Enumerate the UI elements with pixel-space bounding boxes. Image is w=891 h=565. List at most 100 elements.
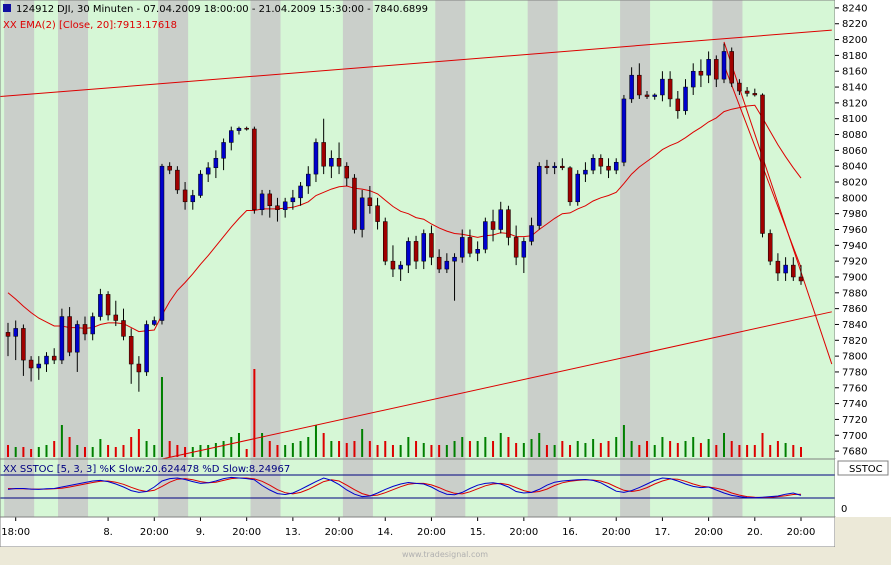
steep-downtrend-line [723, 41, 833, 365]
candle-body [67, 316, 72, 353]
candle-body [490, 221, 496, 230]
watermark: www.tradesignal.com [402, 550, 488, 559]
candle [221, 138, 226, 171]
candle-body [475, 249, 480, 254]
price-tick-label: 7820 [842, 336, 867, 347]
volume-bar [607, 441, 610, 457]
candle-body [390, 260, 396, 270]
sstoc-lines [7, 476, 802, 499]
candle [529, 217, 534, 246]
candle-body [606, 165, 611, 171]
volume-bar [769, 445, 772, 457]
candle [521, 237, 527, 274]
candle [490, 209, 496, 242]
candle-body [105, 294, 111, 316]
candle-body [190, 195, 196, 203]
volume-bar [445, 445, 448, 457]
volume-bar [746, 445, 749, 457]
ema-line-path [7, 104, 802, 333]
volume-bar [376, 445, 379, 457]
time-tick-label: 18:00 [1, 527, 30, 538]
candle [452, 253, 457, 301]
volume-bar [638, 445, 641, 457]
candle [336, 142, 342, 175]
candle [737, 79, 742, 95]
candle-body [290, 197, 296, 203]
candlesticks [5, 43, 804, 392]
price-tick-label: 8100 [842, 114, 867, 125]
volume-bar [538, 433, 541, 457]
volume-bar [499, 433, 502, 457]
candle [190, 189, 196, 210]
price-tick-label: 7740 [842, 399, 867, 410]
candle [575, 170, 580, 206]
symbol-id: 124912 [16, 4, 54, 15]
time-tick-label: 20:00 [694, 527, 723, 538]
volume-bar [492, 441, 495, 457]
upper-channel-line [0, 29, 832, 98]
volume-bar [60, 425, 63, 457]
candle-body [444, 260, 450, 270]
candle-body [498, 209, 503, 230]
candle-body [259, 193, 265, 210]
price-tick-label: 7880 [842, 288, 867, 299]
volume-bar [553, 445, 556, 457]
candle [475, 241, 480, 262]
candle [583, 162, 588, 183]
volume-bar [515, 443, 518, 457]
volume-bar [68, 437, 71, 457]
time-tick-label: 16. [562, 527, 578, 538]
candle-body [721, 51, 727, 80]
volume-bar [345, 443, 348, 457]
price-tick-label: 7720 [842, 415, 867, 426]
candle-body [344, 165, 350, 179]
sstoc-session-band [342, 459, 373, 517]
candle-body [767, 233, 773, 262]
price-tick-label: 8240 [842, 3, 867, 14]
volume-bar [784, 443, 787, 457]
candle [344, 162, 350, 186]
candle [13, 320, 18, 361]
sstoc-session-band [158, 459, 189, 517]
candle [760, 93, 765, 238]
candle [690, 63, 696, 95]
volume-bar [630, 441, 633, 457]
price-tick-label: 8020 [842, 178, 867, 189]
candle [282, 197, 288, 218]
time-tick-label: 9. [196, 527, 206, 538]
volume-bar [730, 441, 733, 457]
candle [706, 51, 711, 84]
candle-body [159, 165, 165, 321]
candle-body [521, 241, 527, 258]
price-tick-label: 8140 [842, 83, 867, 94]
price-tick-label: 8040 [842, 162, 867, 173]
price-axis[interactable] [835, 0, 891, 459]
volume-bar [622, 425, 625, 457]
time-tick-label: 20:00 [787, 527, 816, 538]
time-tick-label: 17. [654, 527, 670, 538]
volume-bar [207, 445, 210, 457]
candle-body [367, 197, 373, 207]
candle-body [652, 94, 657, 97]
candle [783, 257, 788, 281]
volume-bar [45, 445, 48, 457]
session-band [342, 0, 373, 459]
volume-bar [222, 441, 225, 457]
price-tick-label: 8200 [842, 35, 867, 46]
volume-bar [453, 441, 456, 457]
candle [252, 126, 257, 214]
candle [267, 189, 273, 218]
candle-body [660, 78, 665, 96]
candle-body [583, 169, 588, 175]
candle [359, 189, 365, 238]
candle-body [321, 142, 326, 167]
session-bands [4, 0, 743, 459]
price-tick-label: 7940 [842, 241, 867, 252]
volume-bar [468, 441, 471, 457]
candle-body [744, 90, 750, 94]
candle-body [113, 314, 119, 321]
volume-bar [545, 445, 548, 457]
candle-body [575, 173, 580, 203]
candle-body [760, 94, 765, 234]
time-axis[interactable] [0, 517, 835, 547]
